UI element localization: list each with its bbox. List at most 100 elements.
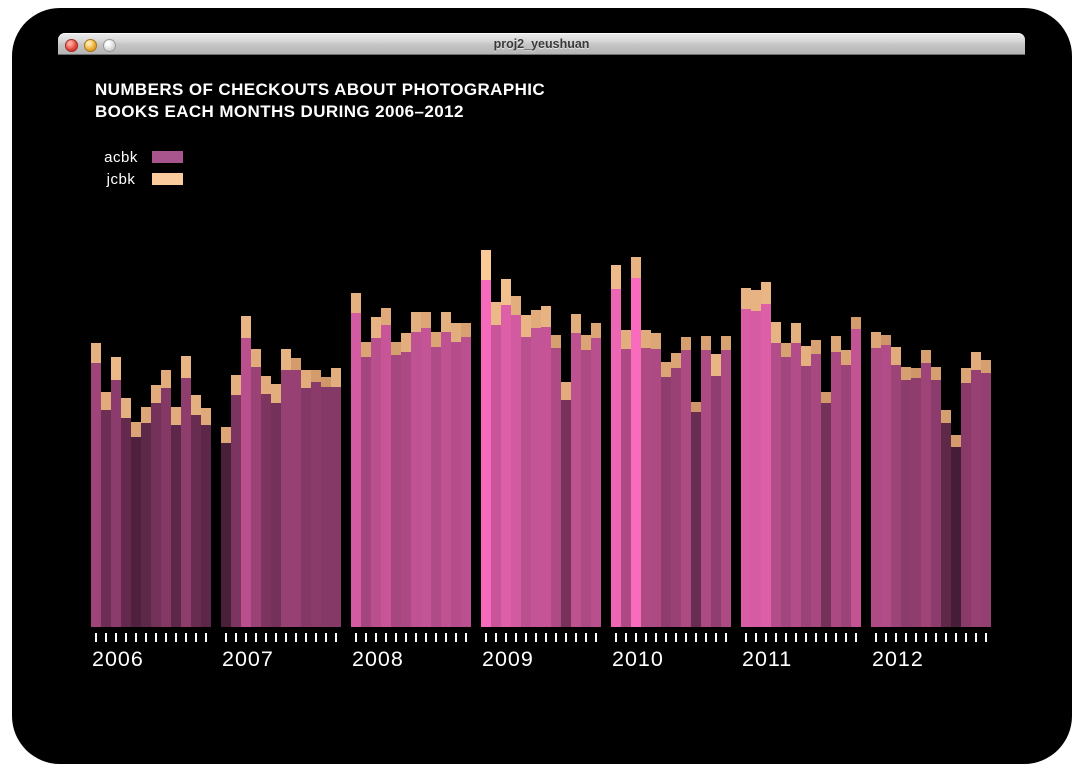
jcbk-segment — [641, 330, 651, 348]
bar-2011-03 — [761, 282, 771, 627]
month-tick — [115, 633, 117, 642]
acbk-segment — [361, 357, 371, 627]
year-label-2007: 2007 — [222, 647, 274, 671]
month-tick — [545, 633, 547, 642]
month-tick — [365, 633, 367, 642]
month-tick — [985, 633, 987, 642]
acbk-segment — [441, 332, 451, 627]
year-label-2012: 2012 — [872, 647, 924, 671]
bar-2006-07 — [151, 385, 161, 627]
acbk-segment — [481, 280, 491, 627]
acbk-segment — [151, 403, 161, 627]
bar-2009-10 — [571, 314, 581, 627]
acbk-segment — [331, 387, 341, 627]
bar-2012-06 — [921, 350, 931, 627]
acbk-segment — [671, 368, 681, 627]
jcbk-segment — [811, 340, 821, 354]
acbk-segment — [261, 394, 271, 627]
month-tick — [595, 633, 597, 642]
acbk-segment — [271, 403, 281, 627]
month-tick — [875, 633, 877, 642]
bar-2012-08 — [941, 410, 951, 627]
bar-2010-11 — [711, 354, 721, 627]
month-tick — [245, 633, 247, 642]
legend-label: acbk — [104, 148, 138, 166]
jcbk-segment — [821, 392, 831, 403]
jcbk-segment — [661, 362, 671, 377]
month-tick — [175, 633, 177, 642]
window-titlebar[interactable]: proj2_yeushuan — [58, 33, 1025, 55]
month-tick — [885, 633, 887, 642]
month-tick — [675, 633, 677, 642]
month-tick — [505, 633, 507, 642]
jcbk-segment — [711, 354, 721, 376]
jcbk-segment — [321, 377, 331, 387]
bar-2007-01 — [221, 427, 231, 627]
jcbk-segment — [121, 398, 131, 418]
acbk-segment — [831, 352, 841, 627]
month-tick — [445, 633, 447, 642]
month-tick — [775, 633, 777, 642]
bar-2006-02 — [101, 392, 111, 627]
acbk-segment — [951, 447, 961, 627]
acbk-segment — [691, 412, 701, 627]
legend-item-acbk: acbk — [95, 146, 183, 168]
acbk-segment — [241, 338, 251, 627]
bar-2008-11 — [451, 323, 461, 627]
bar-2008-06 — [401, 333, 411, 627]
month-tick — [905, 633, 907, 642]
acbk-segment — [851, 329, 861, 627]
jcbk-segment — [791, 323, 801, 343]
acbk-segment — [301, 388, 311, 627]
minimize-button[interactable] — [84, 39, 97, 52]
jcbk-segment — [541, 306, 551, 327]
bar-2006-01 — [91, 343, 101, 627]
month-tick — [825, 633, 827, 642]
acbk-segment — [391, 355, 401, 627]
jcbk-segment — [721, 336, 731, 350]
jcbk-segment — [371, 317, 381, 338]
window-title: proj2_yeushuan — [493, 37, 590, 51]
bar-2006-09 — [171, 407, 181, 627]
bar-2007-08 — [291, 358, 301, 627]
acbk-segment — [551, 348, 561, 627]
month-tick — [745, 633, 747, 642]
month-tick — [715, 633, 717, 642]
acbk-segment — [591, 338, 601, 627]
acbk-segment — [781, 357, 791, 627]
month-tick — [235, 633, 237, 642]
zoom-button[interactable] — [103, 39, 116, 52]
month-tick — [855, 633, 857, 642]
month-tick — [525, 633, 527, 642]
acbk-segment — [961, 383, 971, 627]
month-tick — [165, 633, 167, 642]
bar-2008-07 — [411, 312, 421, 627]
bar-2010-06 — [661, 362, 671, 627]
acbk-segment — [791, 343, 801, 627]
jcbk-segment — [111, 357, 121, 380]
month-tick — [225, 633, 227, 642]
bar-2009-12 — [591, 323, 601, 627]
bar-2009-05 — [521, 315, 531, 627]
jcbk-segment — [681, 337, 691, 350]
month-tick — [645, 633, 647, 642]
jcbk-segment — [331, 368, 341, 387]
bar-2012-03 — [891, 347, 901, 627]
jcbk-segment — [741, 288, 751, 309]
acbk-segment — [871, 348, 881, 627]
bar-2006-08 — [161, 370, 171, 627]
jcbk-segment — [101, 392, 111, 410]
month-tick — [655, 633, 657, 642]
bar-2010-04 — [641, 330, 651, 627]
bar-2010-08 — [681, 337, 691, 627]
jcbk-segment — [941, 410, 951, 423]
bar-2007-05 — [261, 376, 271, 627]
month-tick — [785, 633, 787, 642]
month-tick — [695, 633, 697, 642]
month-tick — [185, 633, 187, 642]
acbk-segment — [321, 387, 331, 627]
close-button[interactable] — [65, 39, 78, 52]
jcbk-segment — [981, 360, 991, 373]
bar-2008-02 — [361, 342, 371, 627]
acbk-segment — [121, 418, 131, 627]
